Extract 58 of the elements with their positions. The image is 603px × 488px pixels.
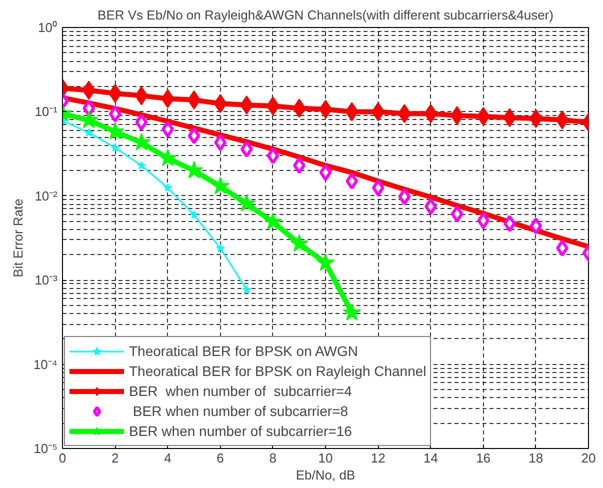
y-tick-label: 10⁻³ — [34, 272, 58, 288]
point — [530, 217, 542, 234]
point — [264, 212, 282, 230]
point — [342, 303, 361, 320]
x-tick-label: 18 — [528, 450, 544, 466]
x-axis-title: Eb/No, dB — [296, 468, 356, 482]
point — [477, 212, 490, 230]
point — [214, 134, 226, 152]
legend-label: BER when number of subcarrier=16 — [129, 422, 352, 440]
x-tick-label: 8 — [269, 450, 277, 466]
point — [135, 114, 148, 131]
point — [316, 253, 335, 271]
legend-label: Theoratical BER for BPSK on Rayleigh Channel — [129, 362, 426, 380]
x-tick-label: 10 — [318, 450, 333, 466]
point — [240, 140, 253, 158]
point — [398, 188, 411, 206]
point — [110, 143, 120, 152]
chart-title: BER Vs Eb/No on Rayleigh&AWGN Channels(with different subcarriers&4user) — [98, 8, 554, 22]
point — [290, 234, 308, 252]
point — [556, 240, 568, 257]
point — [450, 205, 464, 222]
y-tick-label: 10⁻⁴ — [33, 356, 58, 372]
y-tick-label: 10⁻¹ — [34, 104, 58, 120]
point — [84, 128, 94, 136]
y-tick-label: 10⁻⁵ — [34, 441, 58, 456]
point — [242, 285, 251, 294]
point — [238, 194, 256, 212]
x-tick-label: 14 — [423, 450, 438, 466]
point — [137, 161, 146, 170]
point — [319, 164, 332, 181]
point — [424, 198, 437, 215]
point — [372, 179, 384, 196]
x-tick-label: 0 — [58, 450, 66, 466]
y-tick-label: 10⁰ — [38, 20, 58, 35]
x-tick-label: 2 — [111, 450, 119, 466]
point — [293, 156, 306, 174]
point — [266, 147, 280, 164]
y-axis-title: Bit Error Rate — [10, 198, 26, 278]
point — [108, 105, 122, 122]
point — [158, 148, 177, 166]
x-tick-label: 4 — [164, 450, 172, 466]
point — [216, 244, 225, 252]
legend-label: BER when number of subcarrier=4 — [129, 382, 352, 400]
x-tick-label: 12 — [370, 450, 386, 466]
point — [163, 183, 172, 192]
point — [211, 176, 230, 194]
point — [190, 210, 198, 219]
point — [346, 172, 358, 190]
point — [503, 215, 516, 232]
y-tick-label: 10⁻² — [34, 188, 58, 204]
x-tick-label: 20 — [581, 450, 596, 466]
x-tick-label: 6 — [216, 450, 224, 466]
point — [162, 120, 174, 138]
legend-label: BER when number of subcarrier=8 — [132, 402, 348, 420]
x-tick-label: 16 — [476, 450, 491, 466]
point — [188, 127, 200, 144]
legend-label: Theoratical BER for BPSK on AWGN — [129, 342, 358, 360]
point — [82, 100, 95, 117]
